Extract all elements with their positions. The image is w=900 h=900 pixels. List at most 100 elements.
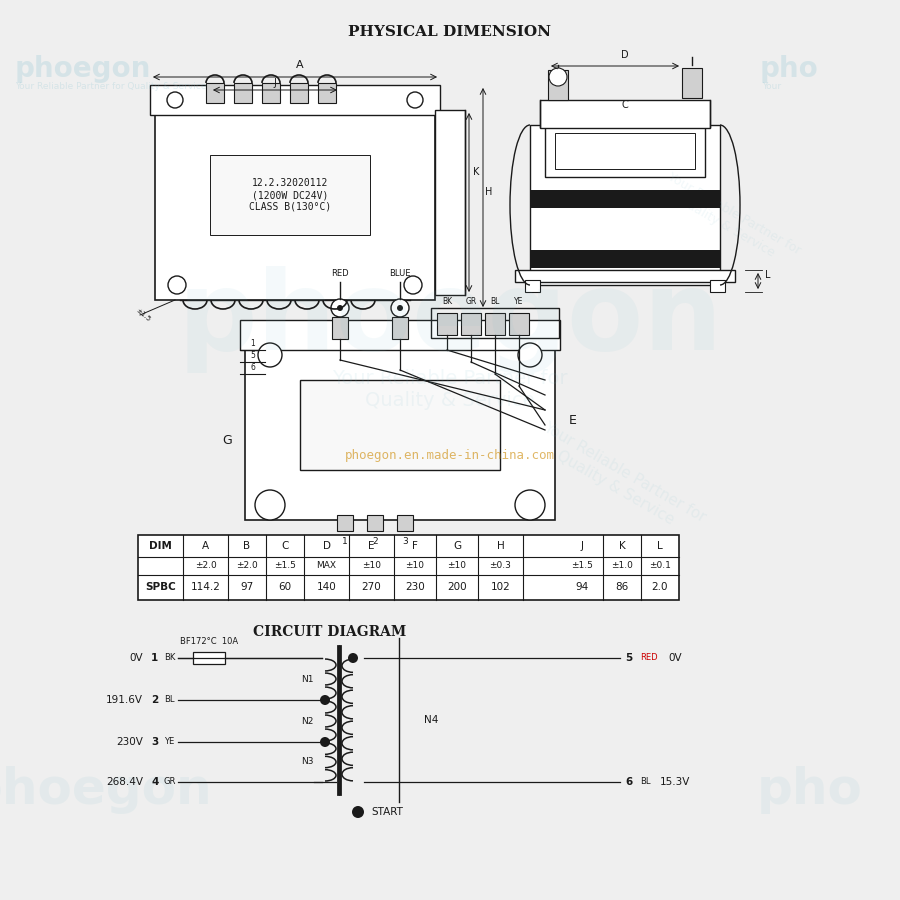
Bar [530, 125, 720, 285]
Text: 2.0: 2.0 [652, 582, 668, 592]
Text: J: J [274, 78, 276, 88]
Bar [318, 83, 336, 103]
Bar [300, 380, 500, 470]
Text: L: L [657, 541, 663, 551]
Text: 4: 4 [151, 777, 158, 787]
Text: A: A [202, 541, 209, 551]
Bar [548, 70, 568, 100]
Bar [262, 83, 280, 103]
Text: ±1.0: ±1.0 [611, 562, 633, 571]
Text: SPBC: SPBC [145, 582, 176, 592]
Text: 140: 140 [317, 582, 337, 592]
Circle shape [320, 737, 330, 747]
Text: H: H [497, 541, 504, 551]
Circle shape [515, 490, 545, 520]
Text: BL: BL [640, 778, 651, 787]
Text: BK: BK [164, 653, 176, 662]
Circle shape [337, 305, 343, 311]
Text: D: D [621, 50, 629, 60]
Text: 12.2.32020112
(1200W DC24V)
CLASS B(130°C): 12.2.32020112 (1200W DC24V) CLASS B(130°… [249, 178, 331, 212]
Circle shape [167, 92, 183, 108]
Text: ±0.1: ±0.1 [649, 562, 670, 571]
Bar [240, 320, 560, 350]
Bar [290, 83, 308, 103]
Text: F: F [412, 541, 418, 551]
Text: K: K [618, 541, 626, 551]
Bar [525, 280, 540, 292]
Bar [155, 105, 435, 300]
Text: 15.3V: 15.3V [660, 777, 690, 787]
Text: 86: 86 [616, 582, 628, 592]
Text: YE: YE [164, 737, 175, 746]
Text: 1: 1 [250, 339, 256, 348]
Text: Your Reliable Partner for
Quality & Service: Your Reliable Partner for Quality & Serv… [332, 370, 568, 410]
Text: H: H [485, 187, 492, 197]
Text: J: J [580, 541, 583, 551]
Text: ±0.3: ±0.3 [490, 562, 511, 571]
Text: 270: 270 [362, 582, 382, 592]
Bar [138, 535, 679, 600]
Text: pho: pho [757, 766, 863, 814]
Text: 6: 6 [625, 777, 632, 787]
Text: Your: Your [762, 82, 781, 91]
Text: 3: 3 [151, 737, 158, 747]
Bar [234, 83, 252, 103]
Circle shape [397, 305, 403, 311]
Text: 191.6V: 191.6V [106, 695, 143, 705]
Text: 1: 1 [151, 653, 158, 663]
Text: 2: 2 [151, 695, 158, 705]
Text: 5: 5 [625, 653, 632, 663]
Text: G: G [222, 434, 232, 446]
Text: ±1.5: ±1.5 [572, 562, 593, 571]
Circle shape [391, 299, 409, 317]
Text: phoegon: phoegon [0, 766, 212, 814]
Text: ±10: ±10 [447, 562, 466, 571]
Text: phoegon: phoegon [177, 266, 723, 374]
Text: 94: 94 [575, 582, 589, 592]
Text: BL: BL [164, 696, 175, 705]
Text: E: E [569, 413, 577, 427]
Bar [682, 68, 702, 98]
Circle shape [320, 695, 330, 705]
Text: phoegon.en.made-in-china.com: phoegon.en.made-in-china.com [345, 448, 555, 462]
Text: ±2.0: ±2.0 [194, 562, 216, 571]
Circle shape [258, 343, 282, 367]
Bar [530, 250, 720, 268]
Text: C: C [622, 100, 628, 110]
Bar [540, 100, 710, 128]
Text: DIM: DIM [149, 541, 172, 551]
Text: ±1.5: ±1.5 [135, 308, 152, 323]
Bar [431, 308, 559, 338]
Bar [515, 270, 735, 282]
Text: A: A [296, 60, 304, 70]
Bar [545, 127, 705, 177]
Text: N4: N4 [424, 715, 438, 725]
Bar [509, 313, 529, 335]
Circle shape [549, 68, 567, 86]
Text: D: D [322, 541, 330, 551]
Text: ±1.5: ±1.5 [274, 562, 296, 571]
Circle shape [407, 92, 423, 108]
Text: CIRCUIT DIAGRAM: CIRCUIT DIAGRAM [254, 625, 407, 639]
Text: 230V: 230V [116, 737, 143, 747]
Text: E: E [368, 541, 374, 551]
Bar [245, 340, 555, 520]
Text: ±10: ±10 [362, 562, 381, 571]
Text: pho: pho [760, 55, 819, 83]
Text: 3: 3 [402, 537, 408, 546]
Bar [150, 85, 440, 115]
Bar [530, 190, 720, 208]
Bar [367, 515, 383, 531]
Bar [437, 313, 457, 335]
Text: phoegon: phoegon [15, 55, 151, 83]
Circle shape [168, 276, 186, 294]
Bar [193, 652, 225, 664]
Bar [461, 313, 481, 335]
Bar [332, 317, 348, 339]
Bar [435, 110, 465, 295]
Circle shape [348, 653, 358, 663]
Text: Your Reliable Partner for
Quality & Service: Your Reliable Partner for Quality & Serv… [658, 170, 803, 270]
Text: ±2.0: ±2.0 [236, 562, 258, 571]
Bar [397, 515, 413, 531]
Circle shape [331, 299, 349, 317]
